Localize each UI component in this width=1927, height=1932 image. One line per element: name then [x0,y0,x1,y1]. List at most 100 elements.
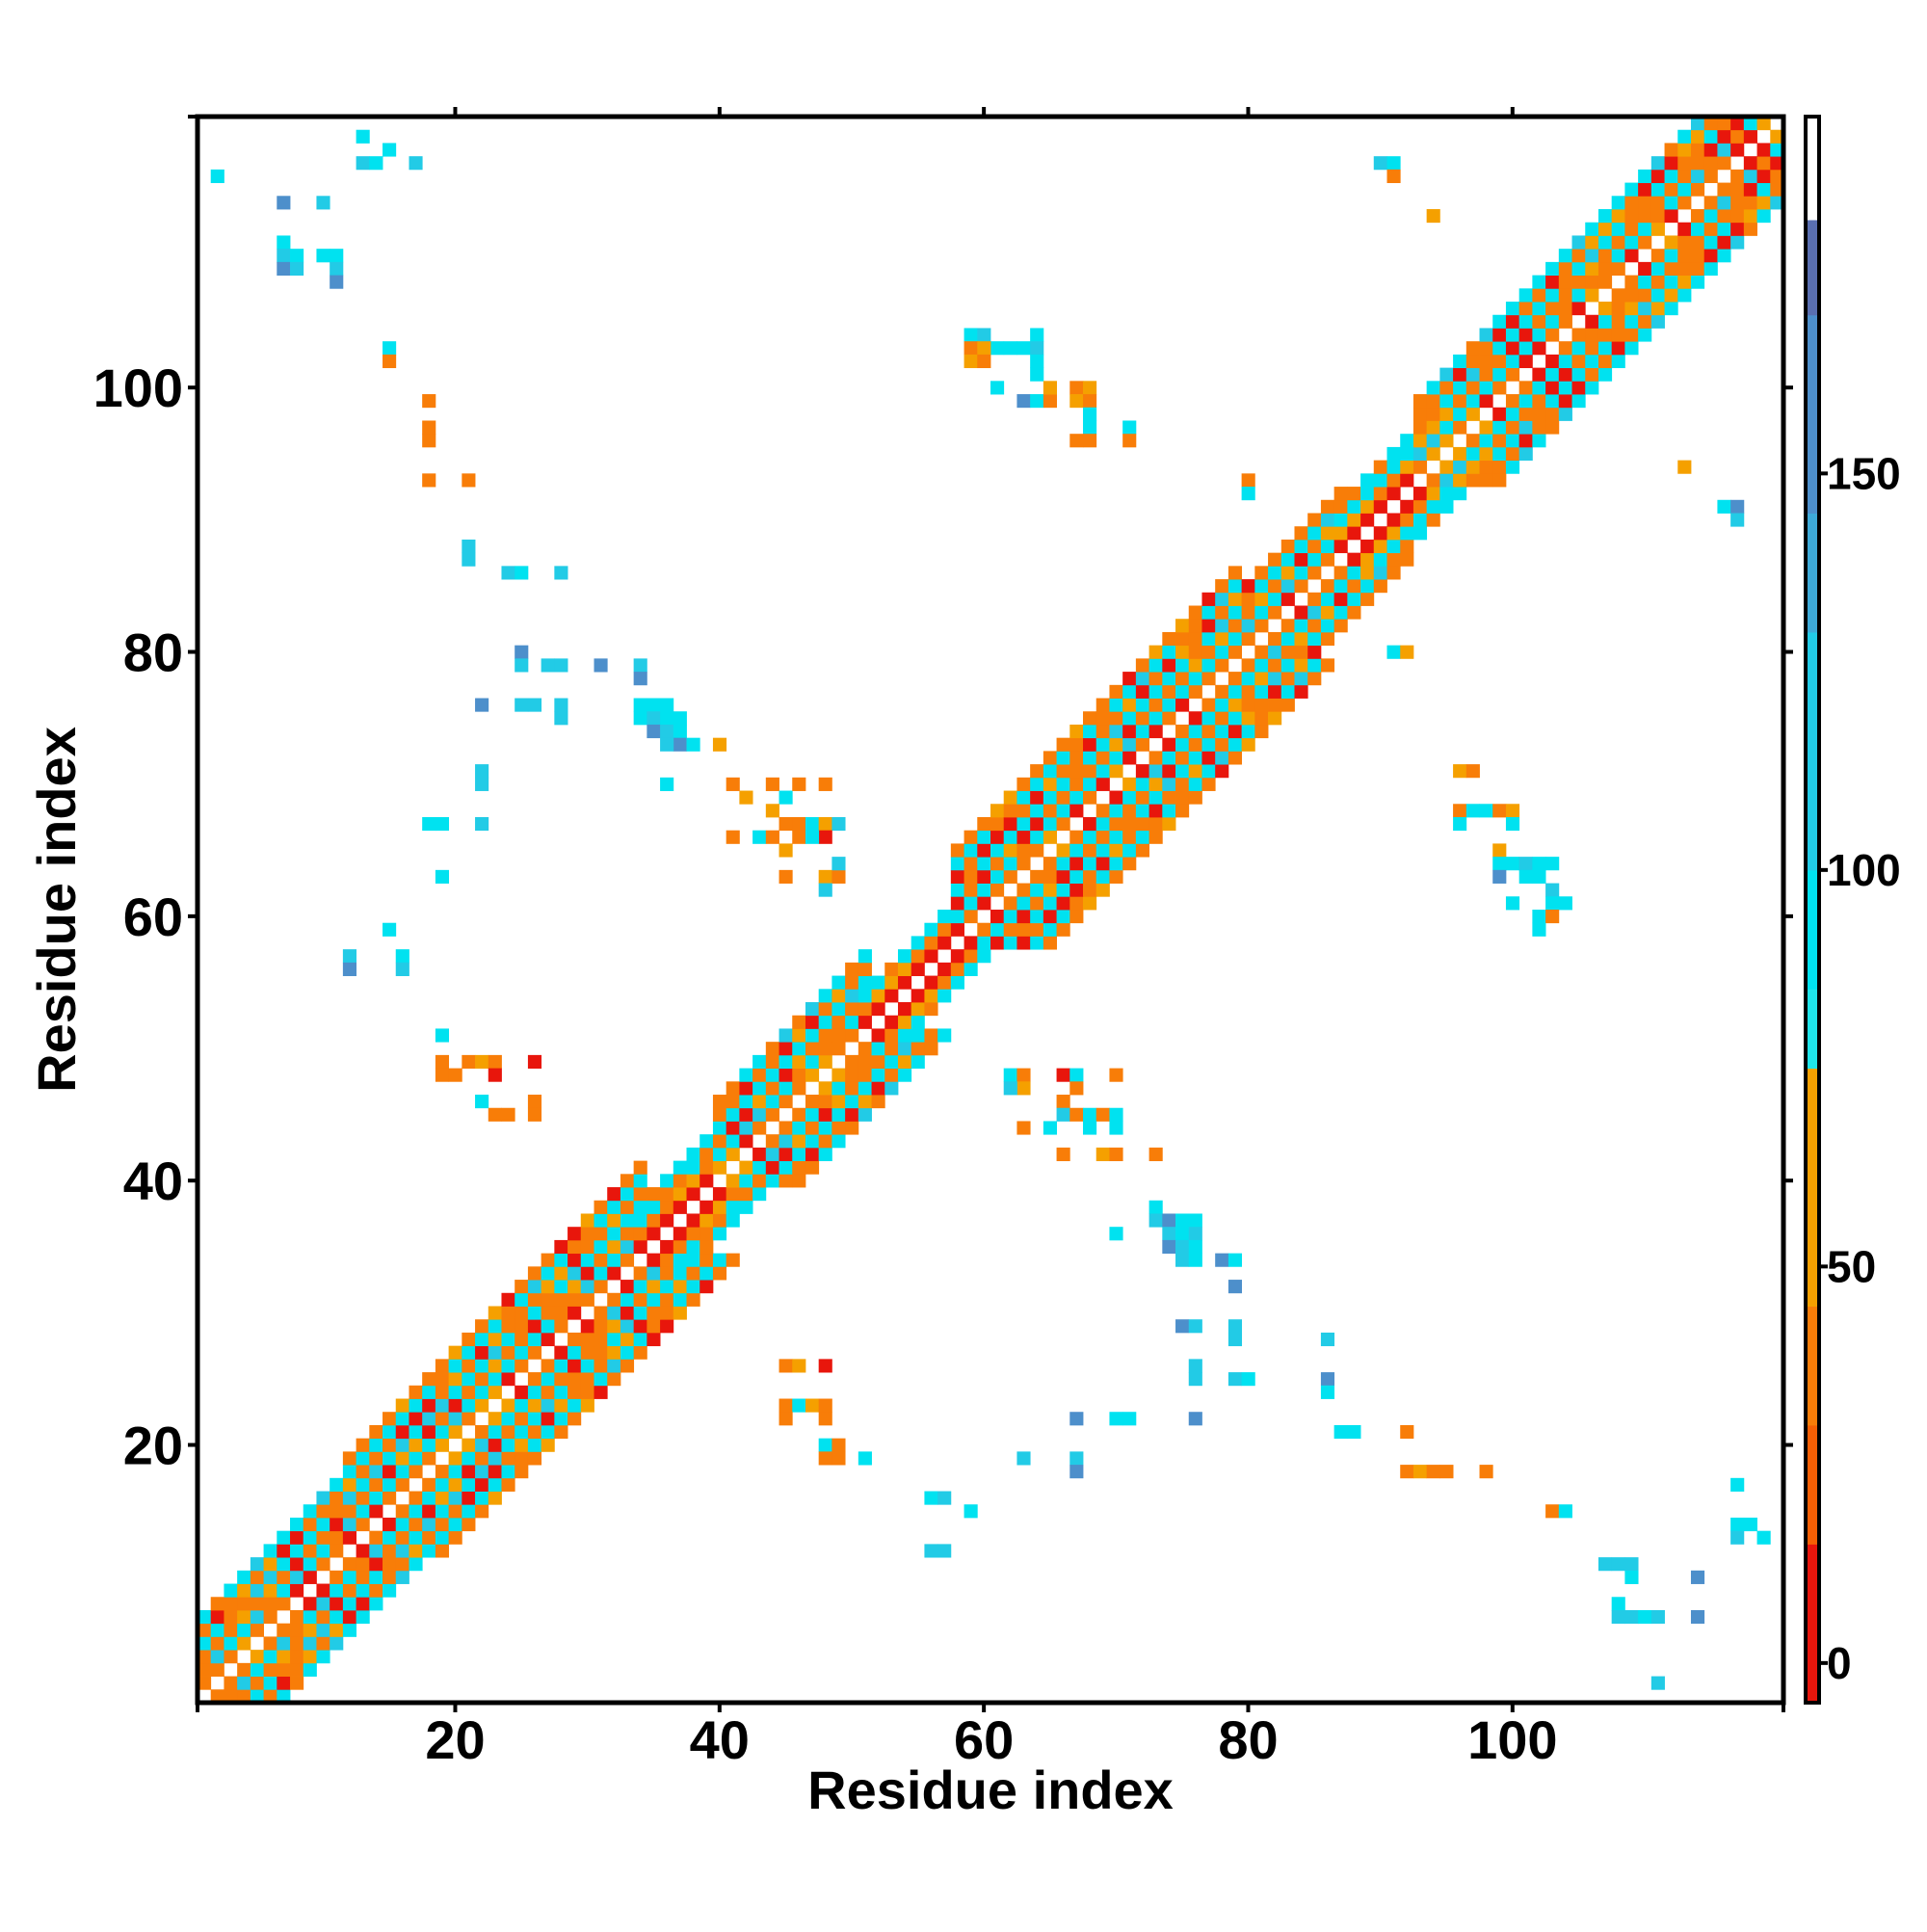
heatmap-cell [1492,869,1507,884]
heatmap-cell [1148,672,1163,686]
heatmap-cell [462,1438,476,1452]
heatmap-cell [1241,658,1255,673]
heatmap-cell [1148,698,1163,712]
heatmap-cell [1677,129,1692,144]
heatmap-cell [488,1477,502,1492]
heatmap-cell [607,1345,621,1360]
heatmap-cell [1175,777,1190,791]
heatmap-cell [1083,724,1097,739]
heatmap-cell [1677,169,1692,183]
heatmap-cell [792,1121,806,1135]
heatmap-cell [633,1227,647,1241]
heatmap-cell [435,1424,450,1440]
heatmap-cell [1201,764,1216,779]
heatmap-cell [1030,869,1044,884]
heatmap-cell [1770,129,1784,144]
heatmap-cell [342,1517,356,1532]
heatmap-cell [290,1583,304,1598]
heatmap-cell [290,1530,304,1545]
heatmap-cell [1109,1121,1123,1135]
heatmap-cell [1426,1465,1440,1479]
heatmap-cell [805,1054,820,1069]
heatmap-cell [369,1583,383,1598]
heatmap-cell [594,1213,608,1228]
heatmap-cell [1597,222,1613,236]
heatmap-cell [1650,156,1665,171]
heatmap-cell [488,1054,502,1069]
heatmap-cell [1571,261,1586,276]
heatmap-cell [1453,420,1467,435]
heatmap-cell [1426,487,1440,501]
heatmap-cell [1148,816,1163,832]
heatmap-cell [1624,341,1639,356]
heatmap-cell [1188,1412,1202,1426]
heatmap-cell [1148,1213,1163,1228]
heatmap-cell [356,1491,370,1505]
heatmap-cell [316,1530,330,1545]
heatmap-cell [845,1028,859,1043]
heatmap-cell [1690,1609,1705,1625]
heatmap-cell [435,1530,450,1545]
heatmap-cell [277,1650,291,1664]
heatmap-cell [712,1147,727,1162]
heatmap-cell [1215,684,1229,699]
heatmap-cell [303,1597,317,1611]
heatmap-cell [1585,249,1599,263]
heatmap-cell [1611,1609,1625,1625]
heatmap-cell [1030,936,1044,950]
heatmap-cell [1109,711,1123,726]
heatmap-cell [845,1015,859,1029]
heatmap-cell [1479,341,1493,356]
heatmap-cell [1043,751,1057,765]
heatmap-cell [1003,936,1017,950]
heatmap-cell [1227,592,1243,606]
heatmap-cell [395,1438,409,1452]
heatmap-cell [1215,619,1229,633]
heatmap-cell [475,1504,489,1519]
heatmap-cell [977,354,991,369]
heatmap-cell [1307,513,1322,527]
heatmap-cell [911,936,925,950]
colorbar-band [1806,1544,1819,1704]
heatmap-cell [554,658,568,673]
heatmap-cell [1479,328,1493,342]
heatmap-cell [1597,275,1613,289]
heatmap-cell [765,1054,779,1069]
heatmap-cell [950,843,964,858]
heatmap-cell [1426,394,1440,409]
heatmap-cell [488,1385,502,1399]
heatmap-cell [1532,869,1546,884]
heatmap-cell [1215,751,1229,765]
heatmap-cell [752,1068,767,1082]
heatmap-cell [554,1253,568,1267]
heatmap-cell [1294,526,1308,541]
heatmap-cell [765,1042,779,1056]
heatmap-cell [448,1504,462,1519]
heatmap-cell [845,1081,859,1096]
heatmap-cell [527,1292,542,1307]
heatmap-cell [515,1332,529,1347]
heatmap-cell [1611,235,1625,250]
heatmap-cell [964,830,978,844]
heatmap-cell [700,1253,714,1267]
heatmap-cell [488,1465,502,1479]
heatmap-cell [1465,407,1480,421]
heatmap-cell [316,1517,330,1532]
heatmap-cell [1479,434,1493,448]
heatmap-cell [1095,857,1110,871]
heatmap-cell [1558,275,1572,289]
heatmap-cell [911,962,925,976]
heatmap-cell [1320,619,1335,633]
heatmap-cell [1043,869,1057,884]
heatmap-cell [1227,579,1243,594]
heatmap-cell [1518,420,1533,435]
heatmap-cell [686,737,700,752]
heatmap-cell [884,1081,899,1096]
heatmap-cell [435,1372,450,1387]
heatmap-cell [1518,407,1533,421]
colorbar-band [1806,1424,1819,1545]
heatmap-cell [422,1517,436,1532]
heatmap-cell [818,830,832,844]
heatmap-cell [198,1623,212,1637]
plot-area-frame [195,114,1786,1706]
